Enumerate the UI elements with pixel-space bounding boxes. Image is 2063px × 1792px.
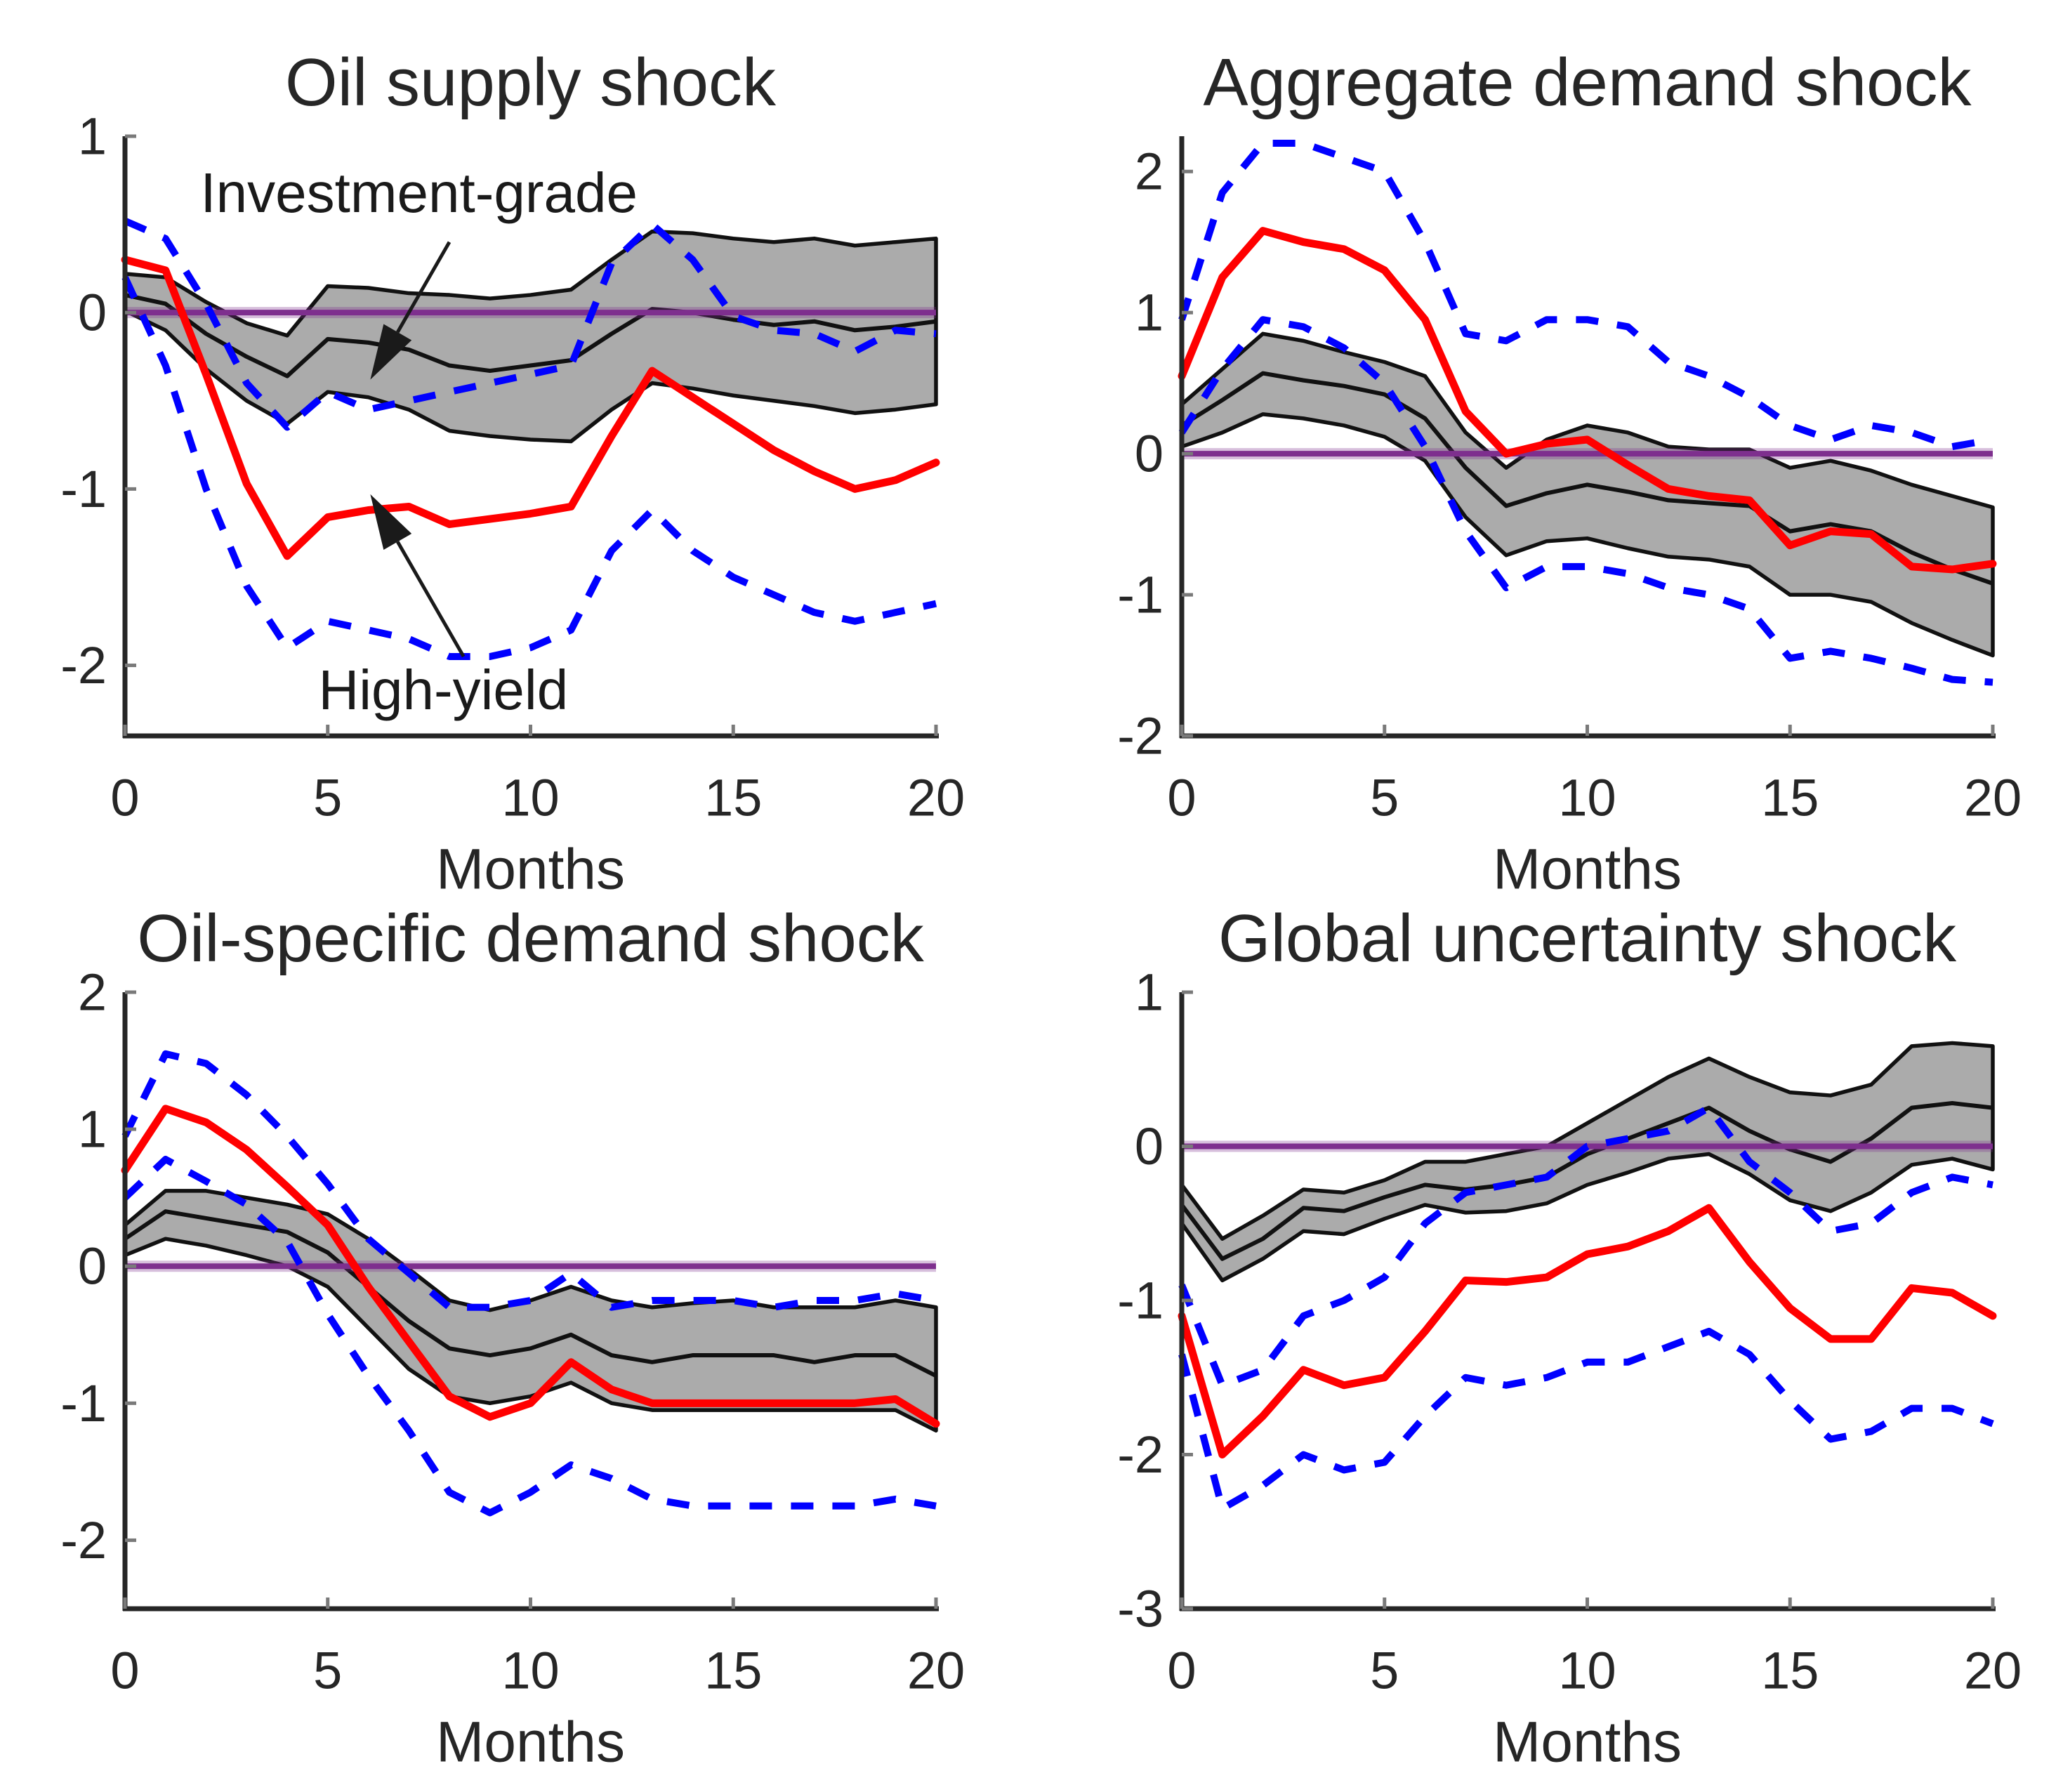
- x-tick-label: 15: [1761, 769, 1819, 827]
- x-tick-label: 10: [501, 769, 559, 827]
- annotation-investment-grade: Investment-grade: [200, 162, 638, 380]
- x-tick-label: 0: [110, 1642, 139, 1700]
- annotation-arrow-head: [370, 324, 412, 380]
- y-tick-label: 0: [78, 1237, 107, 1296]
- y-tick-label: -2: [60, 636, 107, 694]
- x-tick-label: 0: [110, 769, 139, 827]
- investment-grade-line: [124, 1209, 937, 1378]
- y-tick-label: 2: [1135, 143, 1164, 201]
- high-yield-ci-upper-line: [1178, 1104, 1993, 1389]
- investment-grade-line: [124, 293, 937, 378]
- high-yield-ci-lower-line: [122, 1156, 937, 1517]
- annotation-label: Investment-grade: [200, 162, 638, 224]
- high-yield-line: [1178, 227, 1997, 574]
- x-tick-label: 15: [704, 769, 762, 827]
- x-axis-label: Months: [436, 1711, 625, 1774]
- confidence-band: [123, 229, 938, 444]
- confidence-band: [1180, 1041, 1995, 1283]
- annotation-label: High-yield: [318, 659, 568, 721]
- y-tick-label: -1: [1117, 566, 1164, 624]
- x-axis-label: Months: [1493, 838, 1682, 902]
- y-tick-label: -2: [1117, 1425, 1164, 1484]
- annotation-high-yield: High-yield: [318, 494, 568, 721]
- x-tick-label: 20: [1964, 1642, 2022, 1700]
- y-tick-label: -3: [1117, 1580, 1164, 1638]
- chart-title: Aggregate demand shock: [1203, 45, 1972, 120]
- chart-title: Oil-specific demand shock: [137, 901, 924, 976]
- x-tick-label: 5: [1370, 1642, 1399, 1700]
- x-tick-label: 10: [501, 1642, 559, 1700]
- y-tick-label: 1: [78, 1100, 107, 1159]
- high-yield-ci-lower-line: [121, 275, 937, 660]
- x-tick-label: 0: [1167, 769, 1196, 827]
- x-tick-label: 10: [1558, 1642, 1616, 1700]
- confidence-band: [1180, 331, 1995, 658]
- annotation-arrow-shaft: [396, 241, 452, 334]
- x-tick-label: 20: [1964, 769, 2022, 827]
- high-yield-ci-upper-line: [1178, 140, 1993, 451]
- x-tick-label: 5: [1370, 769, 1399, 827]
- chart-title: Oil supply shock: [285, 45, 777, 120]
- y-tick-label: -1: [60, 1374, 107, 1432]
- y-tick-label: 1: [1135, 284, 1164, 342]
- x-tick-label: 15: [704, 1642, 762, 1700]
- x-axis-label: Months: [436, 838, 625, 902]
- x-tick-label: 5: [313, 769, 342, 827]
- y-tick-label: -2: [60, 1511, 107, 1569]
- x-axis-label: Months: [1493, 1711, 1682, 1774]
- high-yield-ci-lower-line: [1178, 1327, 1994, 1513]
- y-tick-label: -1: [1117, 1272, 1164, 1330]
- investment-grade-line: [1180, 371, 1993, 586]
- high-yield-line: [1178, 1204, 1997, 1458]
- y-tick-label: 1: [78, 107, 107, 166]
- x-tick-label: 5: [313, 1642, 342, 1700]
- x-tick-label: 10: [1558, 769, 1616, 827]
- y-tick-label: 1: [1135, 963, 1164, 1022]
- y-tick-label: 2: [78, 963, 107, 1022]
- y-tick-label: -1: [60, 460, 107, 518]
- x-tick-label: 20: [907, 769, 965, 827]
- x-tick-label: 15: [1761, 1642, 1819, 1700]
- y-tick-label: 0: [1135, 1117, 1164, 1175]
- annotation-arrow-head: [370, 494, 412, 550]
- x-tick-label: 0: [1167, 1642, 1196, 1700]
- high-yield-line: [121, 256, 940, 560]
- chart-title: Global uncertainty shock: [1218, 901, 1957, 976]
- annotation-arrow-shaft: [396, 541, 466, 658]
- x-tick-label: 20: [907, 1642, 965, 1700]
- y-tick-label: -2: [1117, 707, 1164, 765]
- y-tick-label: 0: [1135, 425, 1164, 483]
- y-tick-label: 0: [78, 284, 107, 342]
- high-yield-line: [121, 1105, 940, 1428]
